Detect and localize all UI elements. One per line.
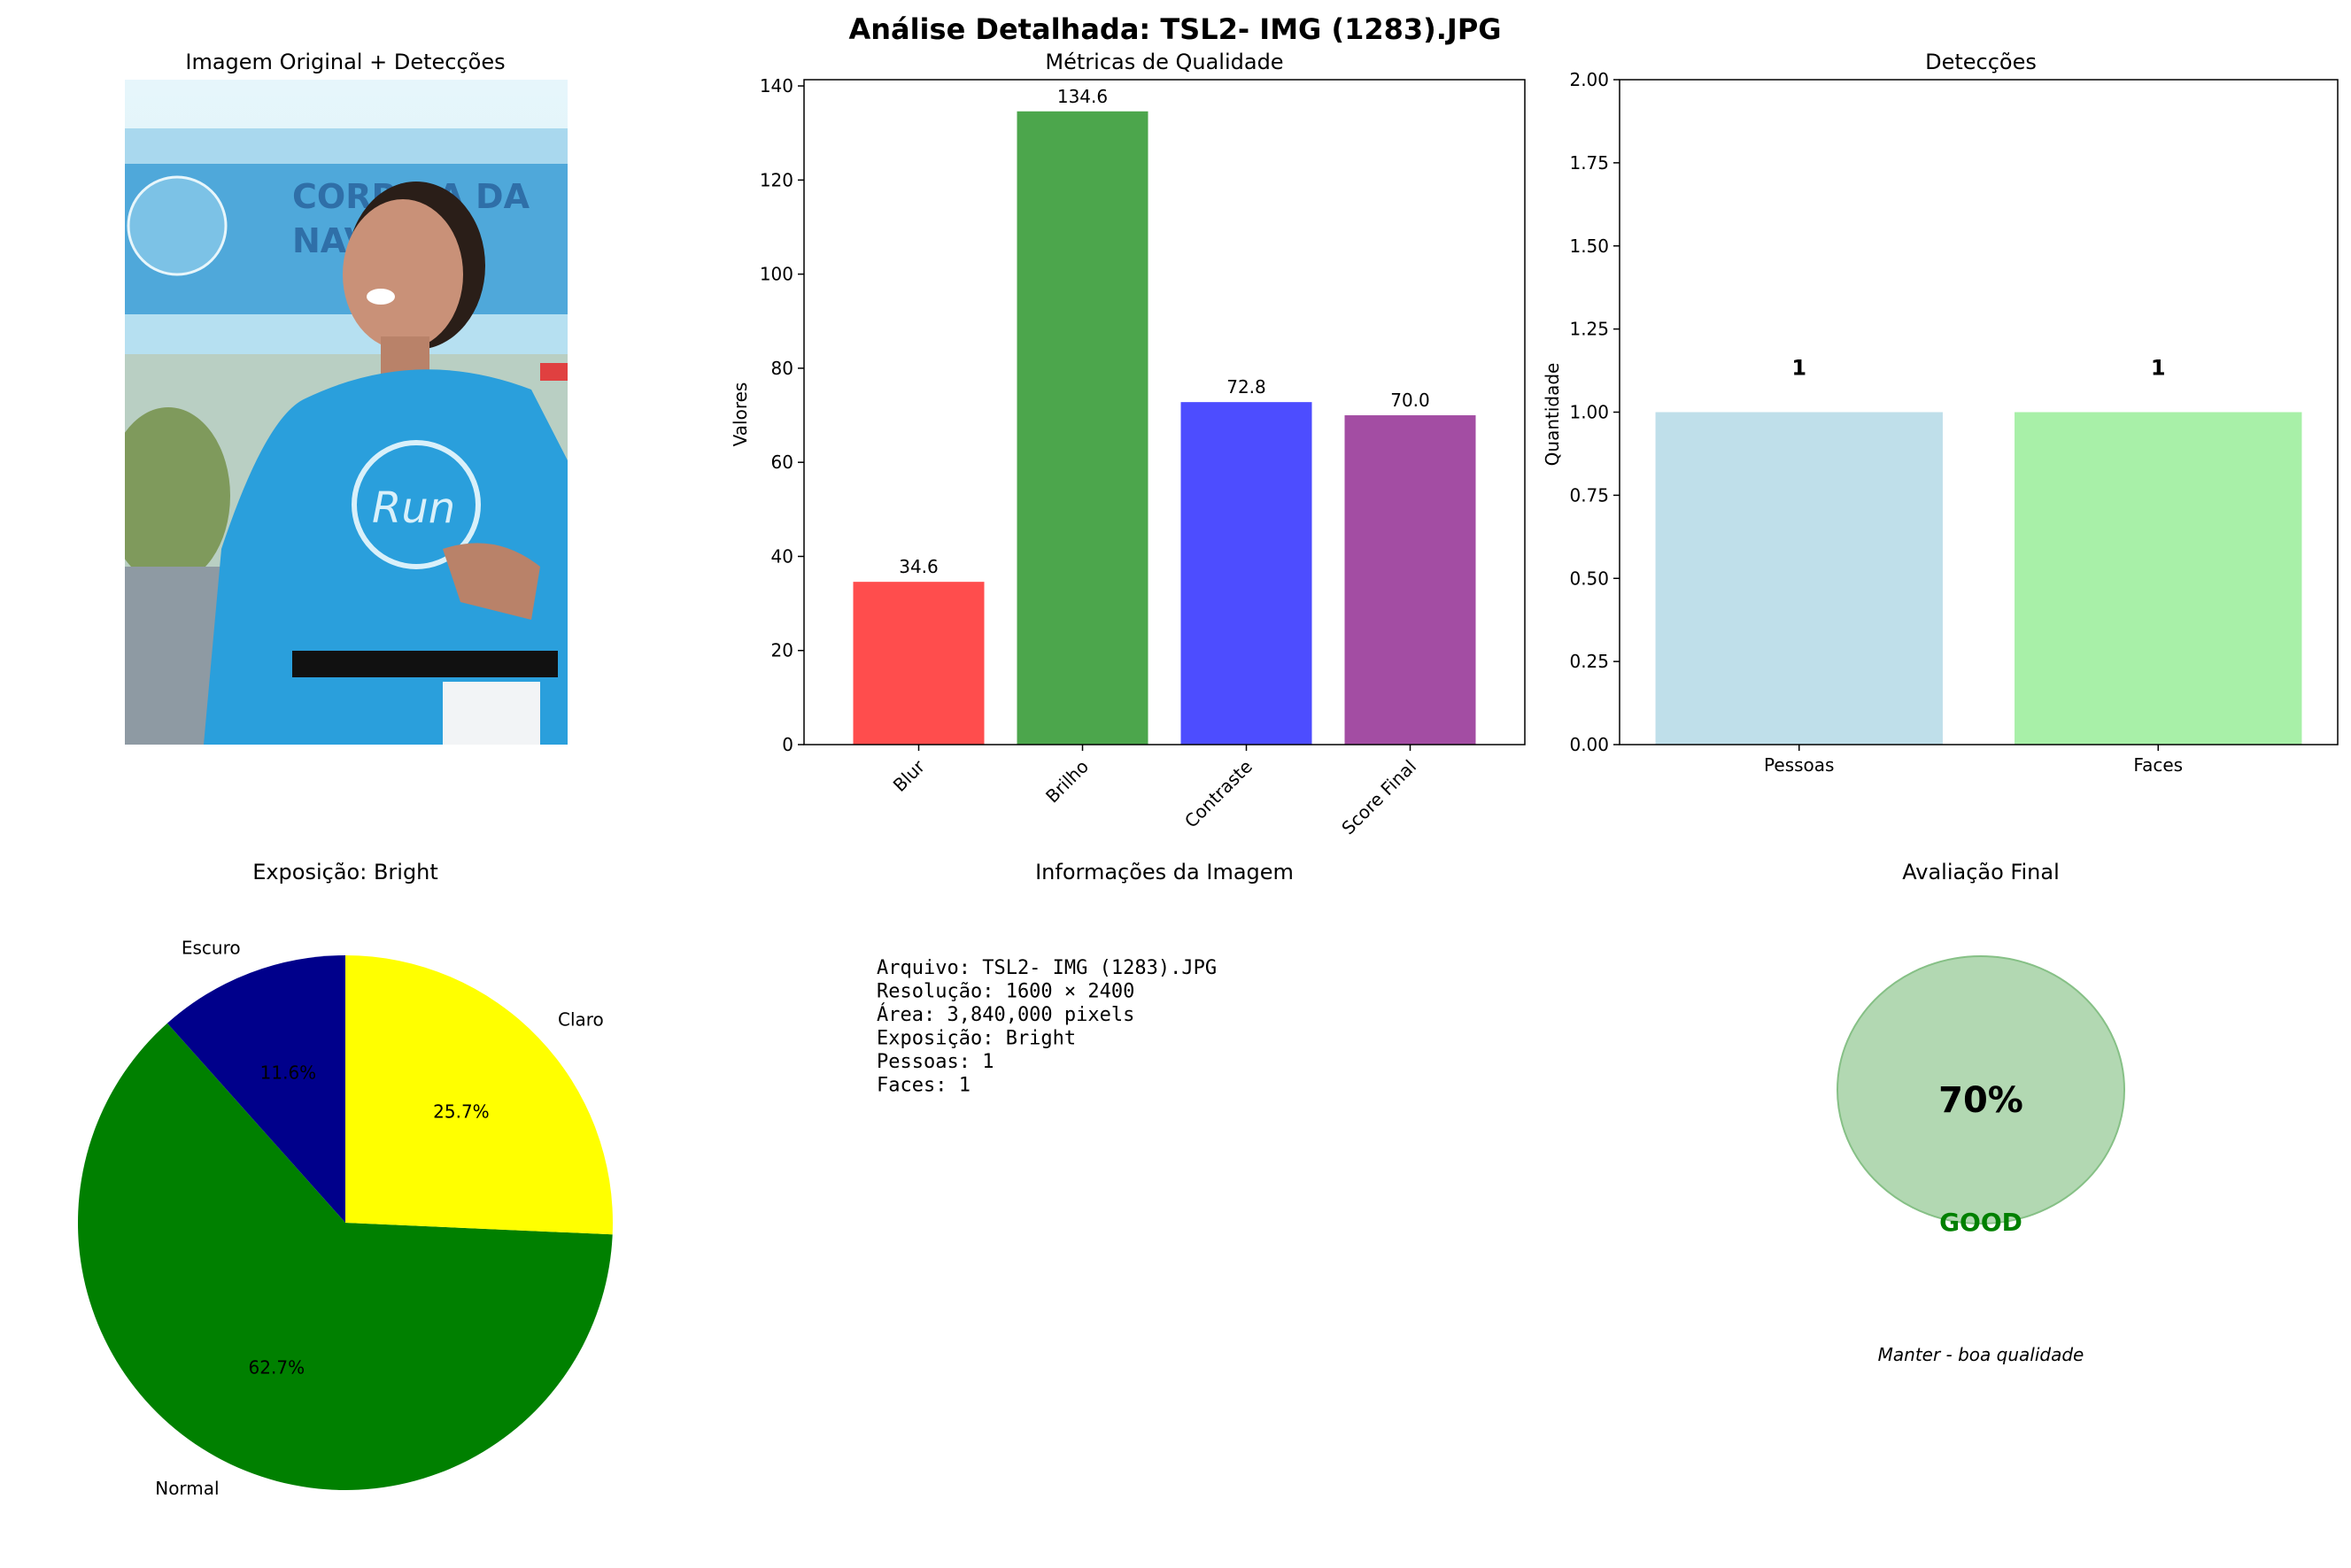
score-grade: GOOD <box>1939 1208 2022 1237</box>
y-tick-label: 0.50 <box>1569 568 1609 589</box>
y-tick-label: 0.75 <box>1569 484 1609 506</box>
image-panel: Imagem Original + Detecções CORRIDA DA N… <box>125 50 568 745</box>
bar <box>1655 412 1943 745</box>
x-tick-label: Pessoas <box>1764 754 1834 776</box>
y-tick-label: 1.00 <box>1569 402 1609 423</box>
detections-chart-axes-frame <box>1619 79 2339 745</box>
y-tick-label: 0.00 <box>1569 734 1609 755</box>
bar-value-label: 1 <box>1791 356 1806 381</box>
score-percent: 70% <box>1938 1080 2023 1121</box>
quality-chart-title: Métricas de Qualidade <box>1045 50 1283 74</box>
bar-value-label: 72.8 <box>1226 376 1266 398</box>
bar <box>1344 415 1476 745</box>
y-tick-label: 140 <box>760 75 793 97</box>
quality-chart-ylabel: Valores <box>730 382 751 447</box>
final-assessment-panel: Avaliação Final 70% GOOD Manter - boa qu… <box>1837 860 2125 1365</box>
pie-slice <box>77 1023 613 1490</box>
pie-slice <box>166 955 345 1223</box>
y-tick-label: 2.00 <box>1569 69 1609 90</box>
y-tick-label: 0.25 <box>1569 651 1609 672</box>
score-recommendation: Manter - boa qualidade <box>1878 1344 2084 1365</box>
x-tick-label: Contraste <box>1180 756 1257 832</box>
bar <box>1180 402 1312 745</box>
y-tick-label: 40 <box>771 545 793 567</box>
pie-pct-label: 11.6% <box>260 1062 317 1084</box>
svg-text:Run: Run <box>372 483 455 533</box>
bar-value-label: 134.6 <box>1057 86 1108 107</box>
pie-slice-label: Escuro <box>182 938 241 959</box>
y-tick-label: 80 <box>771 358 793 379</box>
bar <box>1017 111 1148 745</box>
x-tick-label: Score Final <box>1337 756 1420 839</box>
bar <box>2015 412 2302 745</box>
pie-pct-label: 25.7% <box>433 1101 490 1123</box>
figure-suptitle: Análise Detalhada: TSL2- IMG (1283).JPG <box>848 12 1501 46</box>
detections-chart-title: Detecções <box>1925 50 2037 74</box>
bar-value-label: 70.0 <box>1390 390 1430 411</box>
y-tick-label: 100 <box>760 264 793 285</box>
info-line: Faces: 1 <box>877 1075 971 1097</box>
detections-chart: Detecções Quantidade 0.00 0.25 0.50 0.75 1.0… <box>1542 50 2339 776</box>
y-tick-label: 1.75 <box>1569 152 1609 174</box>
x-tick-label: Blur <box>889 755 930 796</box>
score-circle <box>1837 955 2125 1224</box>
image-info-panel: Informações da Imagem Arquivo: TSL2- IMG… <box>877 860 1294 1097</box>
info-line: Resolução: 1600 × 2400 <box>877 981 1134 1003</box>
y-tick-label: 1.25 <box>1569 319 1609 340</box>
info-panel-title: Informações da Imagem <box>1035 860 1294 884</box>
quality-chart-axes-frame <box>803 79 1526 745</box>
pie-pct-label: 62.7% <box>249 1357 305 1379</box>
pie-slice <box>345 955 613 1235</box>
exposure-pie-chart: Exposição: Bright Escuro 11.6% Normal 62.7%… <box>77 860 613 1499</box>
y-tick-label: 1.50 <box>1569 236 1609 257</box>
x-tick-label: Brilho <box>1041 756 1093 807</box>
y-tick-label: 20 <box>771 640 793 661</box>
final-panel-title: Avaliação Final <box>1902 860 2060 884</box>
detections-chart-ylabel: Quantidade <box>1542 363 1563 467</box>
pie-slice-label: Claro <box>558 1008 604 1030</box>
y-tick-label: 120 <box>760 169 793 190</box>
y-tick-label: 60 <box>771 452 793 473</box>
info-line: Pessoas: 1 <box>877 1051 994 1073</box>
y-tick-label: 0 <box>782 734 793 755</box>
bar-value-label: 34.6 <box>899 556 939 577</box>
info-line: Arquivo: TSL2- IMG (1283).JPG <box>877 957 1217 979</box>
exposure-pie-title: Exposição: Bright <box>252 860 438 884</box>
photo-runner: CORRIDA DA NAVAL R Run <box>125 80 568 745</box>
info-line: Área: 3,840,000 pixels <box>877 1003 1134 1026</box>
pie-slice-label: Normal <box>155 1478 219 1499</box>
image-panel-title: Imagem Original + Detecções <box>185 50 505 74</box>
quality-metrics-chart: Métricas de Qualidade Valores 0 20 40 60 80 1… <box>730 50 1526 839</box>
bar <box>853 582 985 745</box>
bar-value-label: 1 <box>2151 356 2166 381</box>
x-tick-label: Faces <box>2133 754 2183 776</box>
info-line: Exposição: Bright <box>877 1028 1076 1050</box>
